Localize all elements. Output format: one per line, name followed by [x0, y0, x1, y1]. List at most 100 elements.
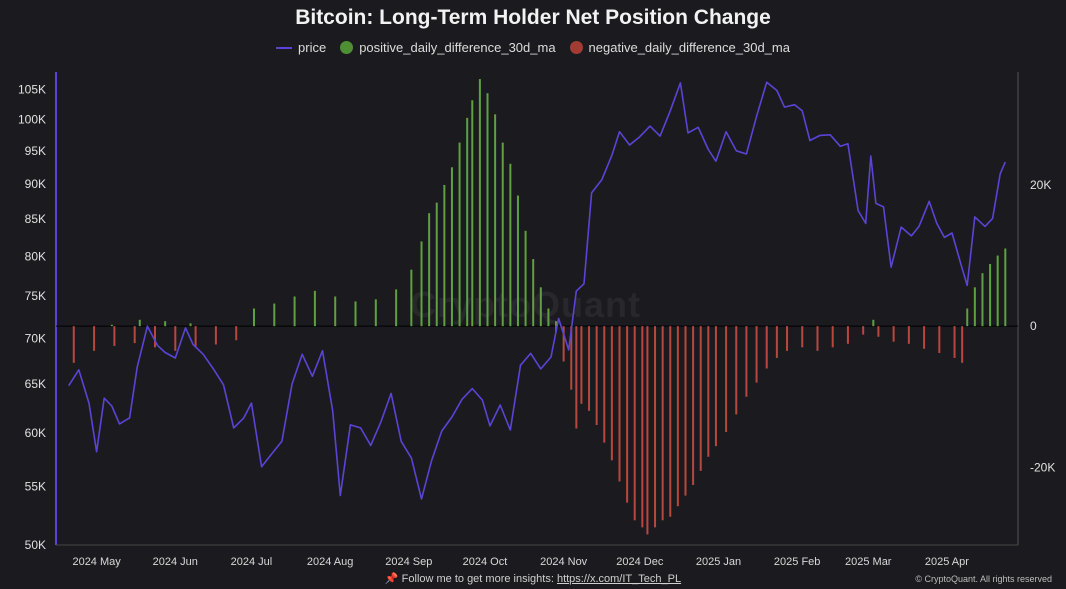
negative-bar — [575, 326, 578, 429]
positive-bar — [509, 163, 512, 327]
positive-bar — [471, 100, 474, 327]
negative-bar — [676, 326, 679, 507]
negative-dot-swatch — [569, 41, 583, 54]
negative-bar — [610, 326, 613, 461]
y-left-tick-label: 50K — [25, 538, 46, 552]
price-line — [68, 81, 1007, 500]
negative-bar — [669, 326, 672, 517]
positive-bar — [374, 299, 377, 327]
positive-bar — [486, 93, 489, 327]
negative-bar — [595, 326, 598, 425]
y-left-tick-label: 55K — [25, 479, 46, 493]
negative-bar — [133, 326, 136, 344]
positive-bar — [273, 303, 276, 327]
negative-bar — [953, 326, 956, 358]
footer-link[interactable]: https://x.com/IT_Tech_PL — [556, 573, 682, 585]
positive-bar — [443, 184, 446, 327]
positive-bar — [989, 264, 992, 327]
y-right-tick-label: 0 — [1030, 319, 1037, 333]
negative-bar — [714, 326, 717, 447]
positive-bar — [354, 301, 357, 327]
y-left-tick-label: 105K — [18, 82, 46, 96]
negative-bar — [892, 326, 895, 342]
positive-bar — [458, 142, 461, 327]
x-tick-label: 2024 Dec — [616, 556, 664, 568]
negative-bar — [877, 326, 880, 337]
legend-label-price: price — [298, 40, 327, 55]
positive-bar — [966, 308, 969, 327]
negative-bar — [113, 326, 116, 346]
negative-bar — [961, 326, 964, 363]
y-left-tick-label: 85K — [25, 212, 46, 226]
positive-bar — [410, 269, 413, 327]
negative-bar — [684, 326, 687, 496]
y-left-tick-label: 60K — [25, 426, 46, 440]
negative-bar — [661, 326, 664, 521]
positive-bar — [164, 321, 167, 327]
positive-bar — [501, 142, 504, 327]
positive-bar — [435, 202, 438, 327]
x-tick-label: 2024 Jun — [153, 556, 198, 568]
positive-bar — [524, 230, 527, 327]
negative-bar — [786, 326, 789, 351]
negative-bar — [626, 326, 629, 503]
negative-bar — [735, 326, 738, 415]
positive-bar — [189, 323, 192, 327]
x-tick-label: 2024 Nov — [540, 556, 588, 568]
y-left-tick-label: 100K — [18, 112, 46, 126]
x-tick-label: 2024 Jul — [231, 556, 273, 568]
positive-bar — [516, 195, 519, 327]
positive-bar — [395, 289, 398, 327]
positive-bar — [293, 296, 296, 327]
copyright: © CryptoQuant. All rights reserved — [915, 574, 1052, 584]
negative-bar — [570, 326, 573, 390]
negative-bar — [194, 326, 197, 348]
negative-bar — [603, 326, 606, 443]
legend-label-negative: negative_daily_difference_30d_ma — [588, 40, 790, 55]
y-left-tick-label: 75K — [25, 289, 46, 303]
negative-bar — [831, 326, 834, 348]
positive-bar — [110, 324, 113, 327]
x-tick-label: 2024 Aug — [307, 556, 354, 568]
negative-bar — [846, 326, 849, 344]
negative-bar — [755, 326, 758, 383]
x-tick-label: 2024 Oct — [463, 556, 508, 568]
negative-bar — [725, 326, 728, 433]
negative-bar — [801, 326, 804, 348]
negative-bar — [214, 326, 217, 345]
positive-bar — [494, 114, 497, 327]
chart-legend: price positive_daily_difference_30d_ma n… — [0, 40, 1066, 55]
price-line-swatch — [276, 46, 293, 49]
positive-bar — [996, 255, 999, 327]
negative-bar — [654, 326, 657, 528]
legend-item-negative[interactable]: negative_daily_difference_30d_ma — [569, 40, 790, 55]
positive-bar — [466, 117, 469, 327]
positive-bar — [138, 319, 141, 327]
y-left-tick-label: 65K — [25, 377, 46, 391]
x-tick-label: 2024 Sep — [385, 556, 432, 568]
negative-bar — [938, 326, 941, 353]
footer: 📌 Follow me to get more insights: https:… — [0, 572, 1066, 585]
positive-bar — [334, 296, 337, 327]
positive-bar — [532, 259, 535, 327]
legend-label-positive: positive_daily_difference_30d_ma — [359, 40, 556, 55]
legend-item-price[interactable]: price — [276, 40, 326, 55]
negative-bar — [699, 326, 702, 471]
x-tick-label: 2024 May — [72, 556, 121, 568]
positive-bar — [555, 321, 558, 327]
negative-bar — [618, 326, 621, 482]
negative-bar — [745, 326, 748, 397]
negative-bar — [862, 326, 865, 335]
legend-item-positive[interactable]: positive_daily_difference_30d_ma — [340, 40, 556, 55]
negative-bar — [174, 326, 177, 351]
positive-dot-swatch — [340, 41, 354, 54]
negative-bar — [646, 326, 649, 535]
negative-bar — [633, 326, 636, 521]
negative-bar — [907, 326, 910, 344]
chart-title: Bitcoin: Long-Term Holder Net Position C… — [295, 6, 771, 29]
negative-bar — [707, 326, 710, 457]
x-tick-label: 2025 Mar — [845, 556, 892, 568]
negative-bar — [641, 326, 644, 528]
y-left-tick-label: 80K — [25, 249, 46, 263]
x-tick-label: 2025 Feb — [774, 556, 820, 568]
